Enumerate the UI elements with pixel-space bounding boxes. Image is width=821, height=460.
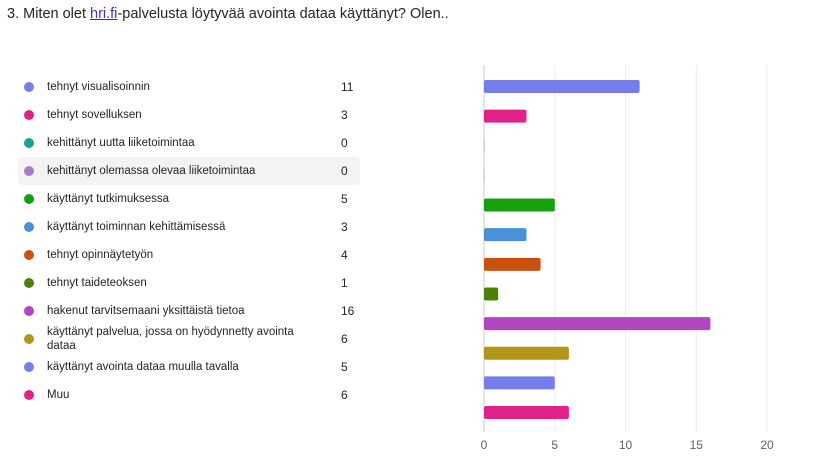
legend-row[interactable]: tehnyt sovelluksen 3 [18,101,360,129]
x-tick-label: 5 [551,438,558,452]
legend-row[interactable]: tehnyt opinnäytetyön 4 [18,241,360,269]
legend-label: kehittänyt olemassa olevaa liiketoiminta… [47,165,256,177]
question-suffix: -palvelusta löytyvää avointa dataa käytt… [117,6,449,22]
legend-dot-icon [24,334,34,344]
legend-label: tehnyt sovelluksen [47,109,142,121]
legend-row[interactable]: käyttänyt tutkimuksessa 5 [18,185,360,213]
legend-dot-icon [24,222,34,232]
legend-label: tehnyt taideteoksen [47,277,147,289]
legend-dot-icon [24,110,34,120]
legend-dot-icon [24,166,34,176]
bar[interactable] [484,80,640,93]
legend-count: 5 [341,192,348,206]
bar-chart: 0 5 10 15 20 [481,65,774,452]
legend-count: 3 [341,220,348,234]
legend-dot-icon [24,390,34,400]
legend-count: 0 [341,136,348,150]
legend-row[interactable]: käyttänyt palvelua, jossa on hyödynnetty… [18,325,360,353]
bar[interactable] [484,228,527,242]
legend-row[interactable]: hakenut tarvitsemaani yksittäistä tietoa… [18,297,360,325]
legend-dot-icon [24,362,34,372]
legend-label: kehittänyt uutta liiketoimintaa [47,137,195,149]
question-title: 3. Miten olet hri.fi-palvelusta löytyvää… [7,6,449,22]
hri-link[interactable]: hri.fi [90,6,118,22]
bar[interactable] [484,346,569,360]
bar[interactable] [484,109,527,123]
bar[interactable] [484,257,541,271]
legend-row[interactable]: käyttänyt avointa dataa muulla tavalla 5 [18,353,360,381]
bar[interactable] [484,317,711,331]
legend-label: Muu [47,389,70,401]
legend-row[interactable]: Muu 6 [18,381,360,409]
legend-dot-icon [24,138,34,148]
x-tick-label: 0 [481,438,488,452]
legend-dot-icon [24,278,34,288]
legend-label: käyttänyt palvelua, jossa on hyödynnetty… [47,326,294,352]
legend-label: käyttänyt toiminnan kehittämisessä [47,221,226,233]
legend-count: 1 [341,276,348,290]
legend-count: 0 [341,164,348,178]
x-tick-label: 10 [619,438,633,452]
legend-count: 5 [341,360,348,374]
question-prefix: 3. Miten olet [7,6,91,22]
bar[interactable] [484,406,569,419]
bar[interactable] [484,198,555,212]
legend-label: hakenut tarvitsemaani yksittäistä tietoa [47,305,245,317]
legend-dot-icon [24,194,34,204]
legend-label: tehnyt opinnäytetyön [47,249,154,261]
legend-dot-icon [24,250,34,260]
x-tick-label: 20 [760,438,774,452]
legend-dot-icon [24,82,34,92]
legend-dot-icon [24,306,34,316]
legend-count: 4 [341,248,348,262]
legend-row[interactable]: kehittänyt olemassa olevaa liiketoiminta… [18,157,360,185]
legend-count: 6 [341,332,348,346]
legend-row[interactable]: tehnyt taideteoksen 1 [18,269,360,297]
legend-label: käyttänyt tutkimuksessa [47,193,170,205]
bar[interactable] [484,376,555,390]
legend-label: tehnyt visualisoinnin [47,81,150,93]
legend-row[interactable]: kehittänyt uutta liiketoimintaa 0 [18,129,360,157]
legend-row[interactable]: käyttänyt toiminnan kehittämisessä 3 [18,213,360,241]
legend-count: 11 [341,80,354,94]
legend-count: 16 [341,304,355,318]
legend-count: 6 [341,388,348,402]
bar[interactable] [484,168,485,182]
legend-count: 3 [341,108,348,122]
legend-label: käyttänyt avointa dataa muulla tavalla [47,361,239,373]
x-tick-label: 15 [690,438,704,452]
bar[interactable] [484,287,499,301]
legend-row[interactable]: tehnyt visualisoinnin 11 [18,73,360,101]
bar[interactable] [484,139,485,153]
